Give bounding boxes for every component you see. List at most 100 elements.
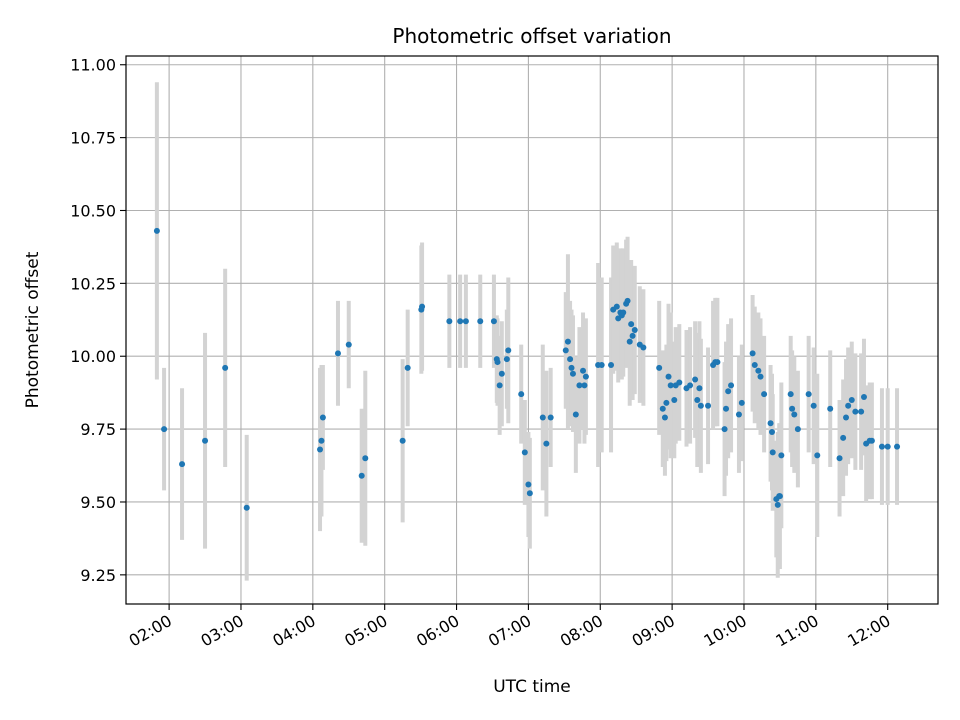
data-point — [696, 385, 703, 392]
data-point — [714, 359, 721, 366]
data-point — [761, 391, 768, 398]
y-tick-label: 9.50 — [80, 493, 116, 512]
data-point — [505, 347, 512, 354]
data-point — [769, 429, 776, 436]
data-point — [735, 411, 742, 418]
data-point — [814, 452, 821, 459]
data-point — [334, 350, 341, 357]
data-point — [836, 455, 843, 462]
data-point — [725, 388, 732, 395]
data-point — [843, 414, 850, 421]
data-point — [663, 399, 670, 406]
data-point — [840, 434, 847, 441]
data-point — [667, 382, 674, 389]
data-point — [462, 318, 469, 325]
data-point — [894, 443, 901, 450]
data-point — [776, 493, 783, 500]
data-point — [446, 318, 453, 325]
data-point — [179, 461, 186, 468]
data-point — [362, 455, 369, 462]
data-point — [769, 449, 776, 456]
y-tick-label: 10.50 — [70, 201, 116, 220]
data-point — [858, 408, 865, 415]
data-point — [526, 490, 533, 497]
data-point — [860, 394, 867, 401]
data-point — [640, 344, 647, 351]
data-point — [661, 414, 668, 421]
data-point — [568, 364, 575, 371]
data-point — [608, 361, 615, 368]
x-axis-label: UTC time — [493, 677, 571, 697]
data-point — [659, 405, 666, 412]
data-point — [404, 364, 411, 371]
y-tick-label: 9.25 — [80, 566, 116, 585]
data-point — [161, 426, 168, 433]
data-point — [694, 396, 701, 403]
data-point — [498, 370, 505, 377]
data-point — [723, 405, 730, 412]
chart-title: Photometric offset variation — [392, 24, 671, 48]
data-point — [457, 318, 464, 325]
data-point — [751, 361, 758, 368]
data-point — [345, 341, 352, 348]
data-point — [697, 402, 704, 409]
data-point — [419, 303, 426, 310]
data-point — [319, 414, 326, 421]
data-point — [629, 332, 636, 339]
data-point — [656, 364, 663, 371]
data-point — [692, 376, 699, 383]
data-point — [767, 420, 774, 427]
data-points — [153, 227, 901, 511]
data-point — [358, 472, 365, 479]
data-point — [567, 356, 574, 363]
data-point — [496, 382, 503, 389]
data-point — [572, 411, 579, 418]
data-point — [878, 443, 885, 450]
data-point — [582, 373, 589, 380]
data-point — [791, 411, 798, 418]
data-point — [738, 399, 745, 406]
data-point — [581, 382, 588, 389]
data-point — [827, 405, 834, 412]
y-axis: 9.25 9.50 9.75 10.00 10.25 10.50 10.75 11.00 — [70, 56, 126, 585]
data-point — [728, 382, 735, 389]
data-point — [848, 396, 855, 403]
data-point — [884, 443, 891, 450]
data-point — [153, 227, 160, 234]
data-point — [687, 382, 694, 389]
data-point — [503, 356, 510, 363]
y-tick-label: 11.00 — [70, 56, 116, 75]
data-point — [631, 327, 638, 333]
data-point — [576, 382, 583, 389]
data-point — [494, 359, 501, 366]
data-point — [598, 361, 605, 368]
data-point — [774, 501, 781, 508]
data-point — [778, 452, 785, 459]
data-point — [477, 318, 484, 325]
data-point — [580, 367, 587, 374]
data-point — [518, 391, 525, 398]
y-tick-label: 10.25 — [70, 274, 116, 293]
data-point — [624, 297, 631, 304]
data-point — [399, 437, 406, 444]
y-tick-label: 9.75 — [80, 420, 116, 439]
data-point — [243, 504, 250, 511]
data-point — [671, 396, 678, 403]
data-point — [810, 402, 817, 409]
data-point — [317, 446, 324, 453]
data-point — [789, 405, 796, 412]
data-point — [794, 426, 801, 433]
data-point — [525, 481, 532, 488]
data-point — [521, 449, 528, 456]
data-point — [626, 338, 633, 345]
data-point — [845, 402, 852, 409]
data-point — [628, 321, 635, 328]
data-point — [222, 364, 229, 371]
data-point — [852, 408, 859, 415]
data-point — [569, 370, 576, 377]
data-point — [490, 318, 497, 325]
data-point — [755, 367, 762, 374]
grid — [126, 56, 938, 604]
data-point — [665, 373, 672, 380]
